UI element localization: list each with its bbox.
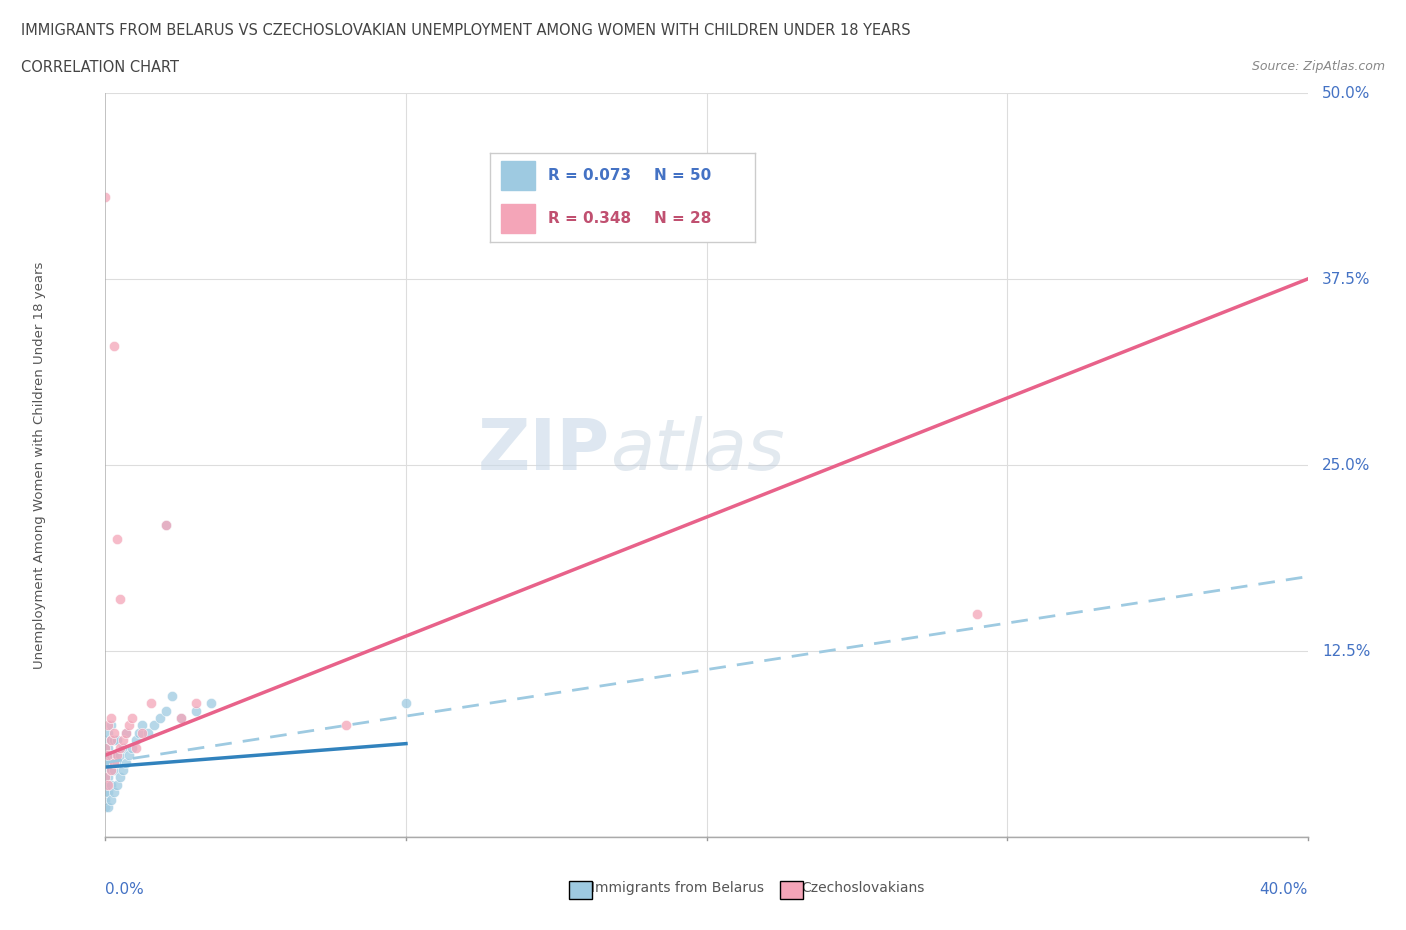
Text: 25.0%: 25.0% [1322,458,1371,472]
Text: R = 0.073: R = 0.073 [548,168,631,183]
Point [97,755,120,770]
Point [94,733,117,748]
Text: Unemployment Among Women with Children Under 18 years: Unemployment Among Women with Children U… [32,261,46,669]
Point [110,770,132,785]
Text: N = 50: N = 50 [654,168,711,183]
Point [94,800,117,815]
Point [103,725,125,740]
Text: N = 28: N = 28 [654,211,711,226]
Point [110,591,132,606]
Point [97,725,120,740]
Point [107,748,129,763]
Text: 0.0%: 0.0% [105,882,145,897]
Point [94,770,117,785]
Point [136,725,159,740]
Point [100,711,122,725]
Bar [501,205,536,232]
Point [94,755,117,770]
Point [169,711,191,725]
Point [100,733,122,748]
Point [94,785,117,800]
Point [97,718,120,733]
Point [124,733,146,748]
Text: R = 0.348: R = 0.348 [548,211,631,226]
Point [115,755,138,770]
Point [124,740,146,755]
Point [142,718,165,733]
Point [94,770,117,785]
Text: 12.5%: 12.5% [1322,644,1371,658]
Point [184,703,207,718]
Point [155,517,177,532]
Point [184,696,207,711]
Point [103,755,125,770]
Point [94,740,117,755]
Point [94,792,117,807]
Point [160,688,183,703]
Point [94,763,117,777]
Point [97,785,120,800]
Point [103,785,125,800]
Text: Czechoslovakians: Czechoslovakians [801,881,925,896]
Point [155,703,177,718]
Point [395,696,418,711]
Point [169,711,191,725]
Text: 37.5%: 37.5% [1322,272,1371,286]
Point [97,777,120,792]
Point [100,763,122,777]
Point [103,339,125,353]
Point [131,725,153,740]
Text: Source: ZipAtlas.com: Source: ZipAtlas.com [1251,60,1385,73]
Point [94,190,117,205]
Point [107,532,129,547]
Point [121,740,143,755]
Point [100,777,122,792]
Point [115,725,138,740]
Point [118,718,141,733]
Point [107,755,129,770]
Point [139,696,162,711]
Point [97,770,120,785]
Point [121,711,143,725]
Point [155,517,177,532]
Point [100,792,122,807]
Point [107,733,129,748]
Point [148,711,170,725]
Text: 50.0%: 50.0% [1322,86,1371,100]
Point [200,696,222,711]
Point [100,748,122,763]
Point [966,606,988,621]
Point [110,740,132,755]
Point [118,748,141,763]
Text: ZIP: ZIP [478,416,610,485]
Point [107,777,129,792]
Point [103,733,125,748]
Point [94,777,117,792]
Text: CORRELATION CHART: CORRELATION CHART [21,60,179,75]
Point [97,800,120,815]
Point [100,763,122,777]
Point [112,740,135,755]
Point [335,718,357,733]
Point [100,718,122,733]
Point [112,763,135,777]
Point [97,748,120,763]
Text: IMMIGRANTS FROM BELARUS VS CZECHOSLOVAKIAN UNEMPLOYMENT AMONG WOMEN WITH CHILDRE: IMMIGRANTS FROM BELARUS VS CZECHOSLOVAKI… [21,23,911,38]
Point [110,748,132,763]
Point [115,725,138,740]
Bar [501,162,536,190]
Point [103,748,125,763]
Point [94,740,117,755]
Point [100,733,122,748]
Point [97,740,120,755]
Text: atlas: atlas [610,416,785,485]
Point [94,748,117,763]
Point [131,718,153,733]
Point [128,725,150,740]
Text: 40.0%: 40.0% [1260,882,1308,897]
Point [112,733,135,748]
Text: Immigrants from Belarus: Immigrants from Belarus [591,881,763,896]
Point [103,763,125,777]
